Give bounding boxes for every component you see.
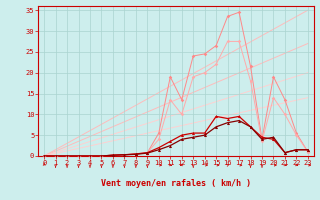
X-axis label: Vent moyen/en rafales ( km/h ): Vent moyen/en rafales ( km/h ) bbox=[101, 179, 251, 188]
